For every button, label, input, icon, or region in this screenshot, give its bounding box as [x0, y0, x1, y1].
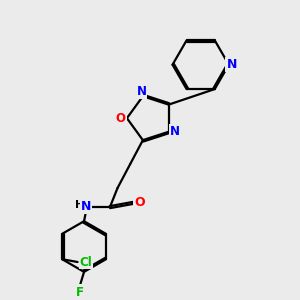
Text: O: O: [134, 196, 145, 209]
Text: Cl: Cl: [80, 256, 92, 268]
Text: N: N: [170, 125, 180, 138]
Text: N: N: [136, 85, 146, 98]
Text: H: H: [75, 200, 84, 210]
Text: N: N: [81, 200, 92, 213]
Text: O: O: [116, 112, 126, 125]
Text: N: N: [226, 58, 237, 71]
Text: F: F: [76, 286, 84, 298]
